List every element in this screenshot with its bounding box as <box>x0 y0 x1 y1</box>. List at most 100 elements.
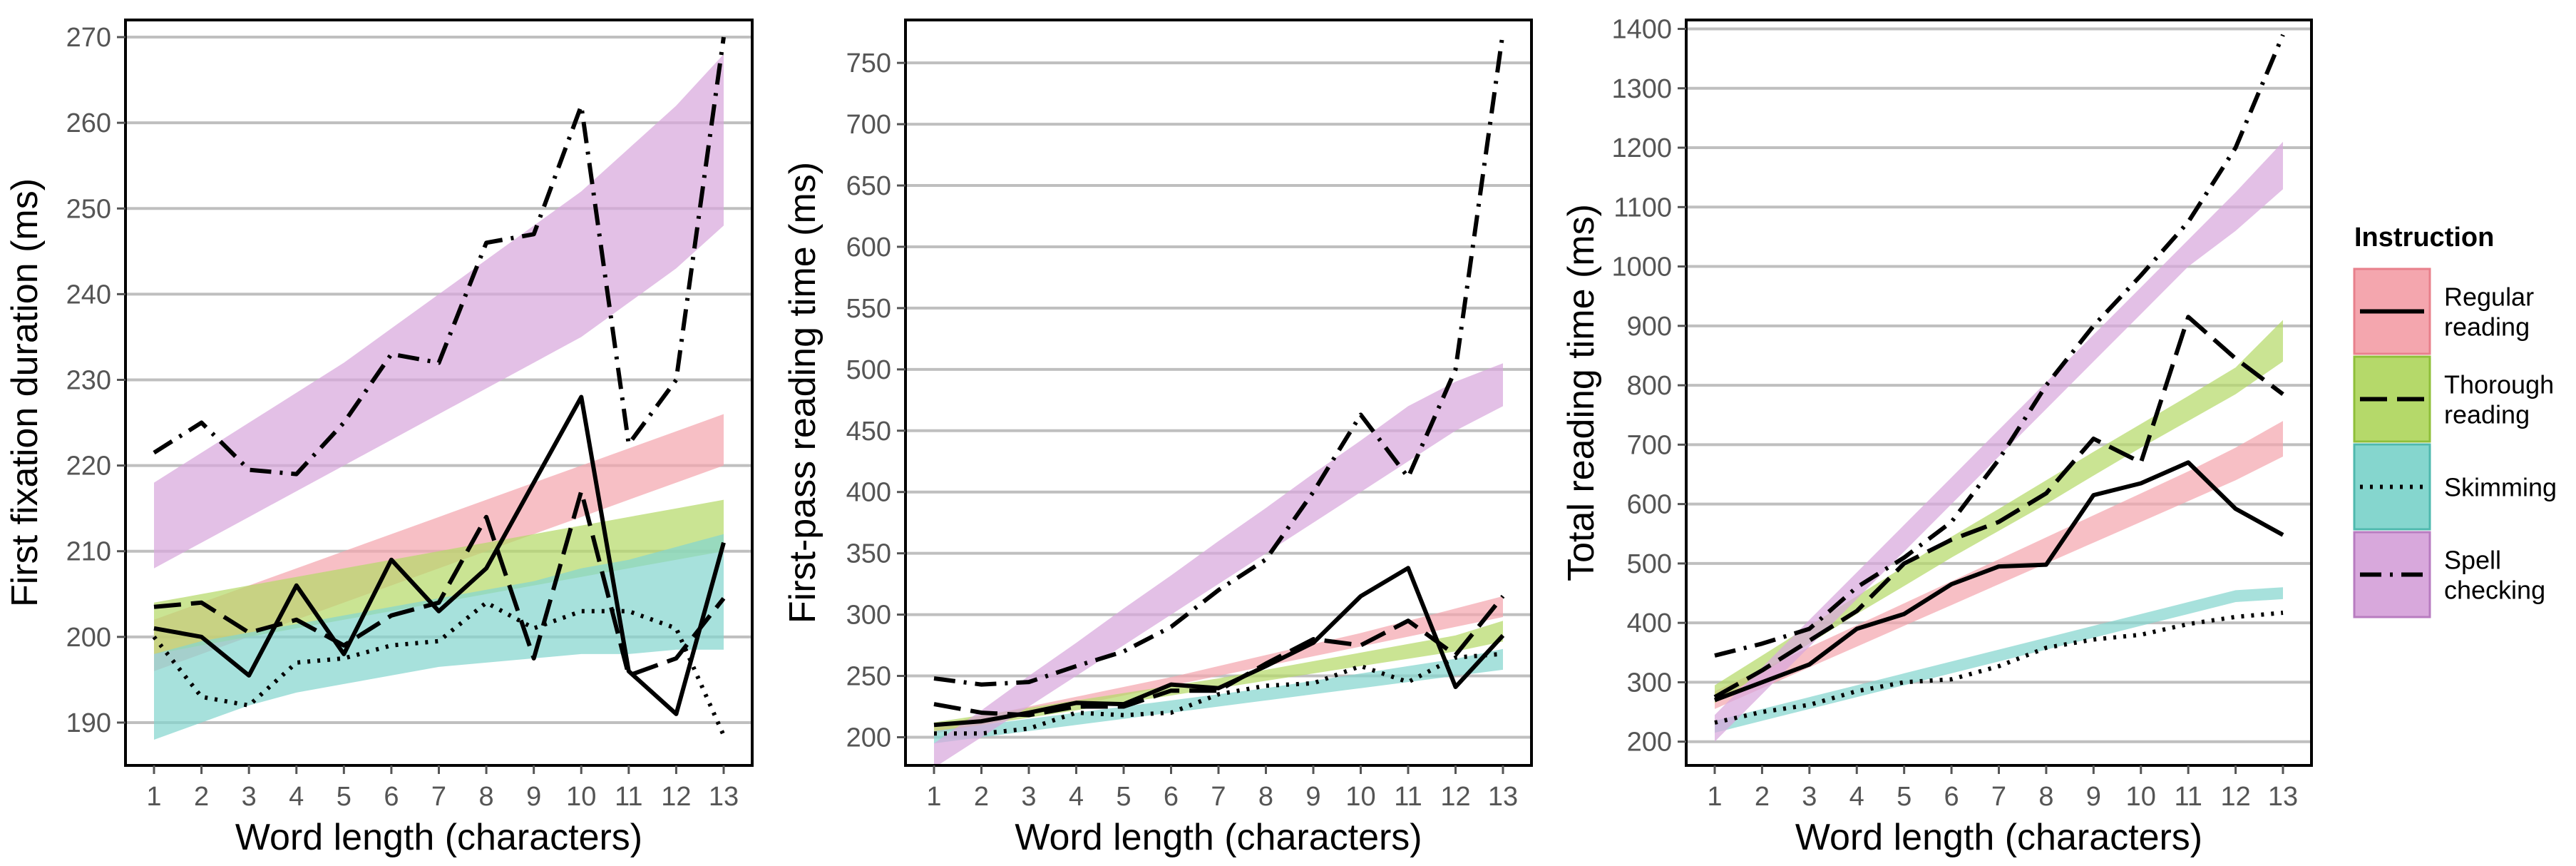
x-tick-label: 11 <box>1394 782 1422 812</box>
series-line-spell-checking <box>153 36 726 477</box>
y-tick-label: 190 <box>66 708 111 738</box>
x-tick-label: 2 <box>974 782 989 812</box>
x-tick-label: 6 <box>1944 782 1959 812</box>
x-tick-label: 8 <box>2038 782 2053 812</box>
legend-items: RegularreadingThoroughreadingSkimmingSpe… <box>2353 268 2557 618</box>
y-tick-label: 250 <box>846 662 891 692</box>
x-axis-title: Word length (characters) <box>1015 817 1422 858</box>
x-tick-label: 3 <box>242 782 257 812</box>
x-tick-label: 6 <box>384 782 399 812</box>
x-tick-label: 9 <box>1305 782 1320 812</box>
x-tick-label: 2 <box>1755 782 1770 812</box>
legend-label-thorough-reading: reading <box>2444 400 2530 429</box>
confidence-band-spell-checking <box>1715 141 2283 742</box>
y-axis-title: Total reading time (ms) <box>1561 204 1602 581</box>
y-tick-label: 500 <box>1627 549 1672 579</box>
x-tick-label: 1 <box>1707 782 1722 812</box>
y-tick-label: 1000 <box>1611 253 1672 282</box>
y-tick-label: 350 <box>846 539 891 569</box>
x-tick-label: 7 <box>431 782 446 812</box>
confidence-band-skimming <box>1715 587 2283 733</box>
series-line-thorough-reading <box>933 594 1505 718</box>
legend-label-regular-reading: Regular <box>2444 282 2534 312</box>
x-tick-label: 2 <box>194 782 209 812</box>
y-tick-label: 500 <box>846 355 891 385</box>
x-tick-label: 5 <box>1116 782 1131 812</box>
x-tick-label: 9 <box>526 782 541 812</box>
series-line-spell-checking <box>933 31 1505 687</box>
series-line-regular-reading <box>1713 460 2284 703</box>
series-line-regular-reading <box>153 394 726 716</box>
series-line-skimming <box>1714 611 2284 725</box>
y-tick-label: 400 <box>846 478 891 508</box>
legend-label-spell-checking: Spell <box>2444 546 2501 575</box>
legend-title: Instruction <box>2354 223 2494 253</box>
confidence-band-thorough-reading <box>1715 320 2283 703</box>
y-tick-label: 220 <box>66 452 111 482</box>
x-tick-label: 4 <box>289 782 304 812</box>
x-tick-label: 13 <box>1488 782 1518 812</box>
y-tick-label: 400 <box>1627 608 1672 638</box>
confidence-band-thorough-reading <box>154 499 724 654</box>
legend-label-skimming: Skimming <box>2444 473 2557 502</box>
y-tick-label: 650 <box>846 171 891 201</box>
confidence-band-spell-checking <box>154 54 724 569</box>
x-tick-label: 3 <box>1021 782 1036 812</box>
x-tick-label: 9 <box>2086 782 2101 812</box>
legend-label-thorough-reading: Thorough <box>2444 370 2554 399</box>
x-tick-label: 10 <box>1345 782 1375 812</box>
legend-label-spell-checking: checking <box>2444 576 2545 605</box>
x-tick-label: 13 <box>2268 782 2298 812</box>
y-tick-label: 1200 <box>1611 133 1672 163</box>
x-tick-label: 12 <box>2220 782 2250 812</box>
x-tick-label: 11 <box>615 782 642 812</box>
x-tick-label: 6 <box>1164 782 1179 812</box>
y-tick-label: 230 <box>66 365 111 395</box>
y-tick-label: 550 <box>846 294 891 324</box>
y-tick-label: 200 <box>66 623 111 653</box>
y-tick-label: 700 <box>1627 430 1672 460</box>
confidence-band-spell-checking <box>934 363 1503 768</box>
y-tick-label: 200 <box>1627 728 1672 758</box>
series-line-thorough-reading <box>153 489 726 678</box>
y-tick-label: 240 <box>66 280 111 310</box>
x-tick-label: 7 <box>1211 782 1226 812</box>
x-axis-title: Word length (characters) <box>1795 817 2202 858</box>
y-tick-label: 450 <box>846 417 891 447</box>
confidence-band-regular-reading <box>934 596 1503 734</box>
x-tick-label: 5 <box>337 782 351 812</box>
y-tick-label: 300 <box>846 601 891 631</box>
x-tick-label: 13 <box>709 782 739 812</box>
series-line-spell-checking <box>1714 34 2285 658</box>
y-tick-label: 300 <box>1627 668 1672 698</box>
series-line-thorough-reading <box>1713 315 2284 699</box>
y-tick-label: 1400 <box>1611 14 1672 44</box>
series-line-skimming <box>934 651 1504 736</box>
x-tick-label: 8 <box>1258 782 1273 812</box>
x-tick-label: 11 <box>2174 782 2202 812</box>
y-tick-label: 1100 <box>1613 193 1672 223</box>
x-tick-label: 10 <box>2126 782 2156 812</box>
y-tick-label: 1300 <box>1611 74 1672 104</box>
y-tick-label: 600 <box>846 233 891 263</box>
x-tick-label: 1 <box>926 782 941 812</box>
x-tick-label: 8 <box>479 782 494 812</box>
x-tick-label: 1 <box>146 782 161 812</box>
y-tick-label: 270 <box>66 23 111 53</box>
x-tick-label: 4 <box>1849 782 1864 812</box>
y-axis-title: First-pass reading time (ms) <box>782 162 823 623</box>
x-tick-label: 7 <box>1991 782 2006 812</box>
x-tick-label: 12 <box>661 782 691 812</box>
y-tick-label: 750 <box>846 49 891 78</box>
legend-label-regular-reading: reading <box>2444 312 2530 342</box>
confidence-band-skimming <box>154 534 724 740</box>
x-tick-label: 12 <box>1440 782 1470 812</box>
y-tick-label: 250 <box>66 194 111 224</box>
x-axis-title: Word length (characters) <box>235 817 642 858</box>
y-tick-label: 900 <box>1627 312 1672 342</box>
y-tick-label: 260 <box>66 108 111 138</box>
x-tick-label: 3 <box>1802 782 1817 812</box>
